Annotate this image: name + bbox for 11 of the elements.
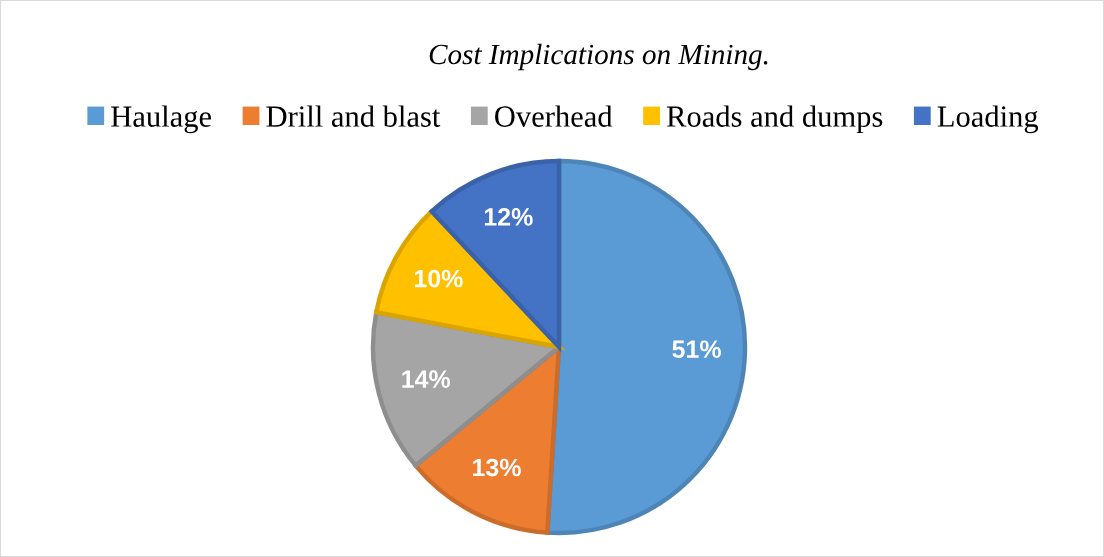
legend-label: Overhead — [495, 105, 613, 127]
chart-title: Cost Implications on Mining. — [429, 43, 768, 71]
data-label: 13% — [473, 458, 521, 477]
data-label: 12% — [484, 208, 533, 226]
data-label: 14% — [402, 370, 451, 388]
data-label: 10% — [414, 269, 463, 288]
legend-label: Roads and dumps — [666, 105, 883, 134]
legend-label: Drill and blast — [266, 105, 441, 127]
legend-label: Loading — [937, 105, 1039, 134]
data-label: 51% — [672, 340, 721, 359]
legend-label: Haulage — [111, 105, 212, 134]
